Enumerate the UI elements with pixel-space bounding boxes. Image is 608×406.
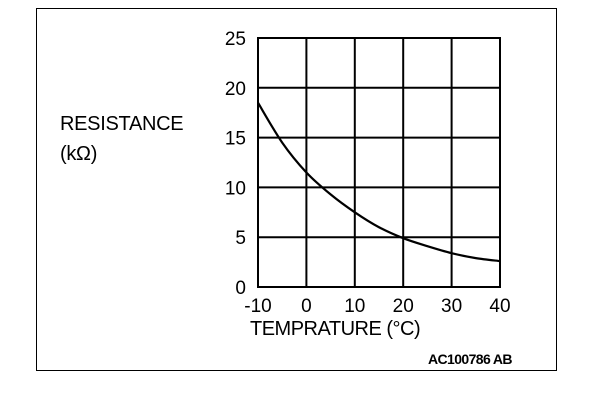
x-tick-label: 0: [301, 296, 312, 317]
y-tick-labels: 0 5 10 15 20 25: [225, 29, 246, 299]
y-tick-label: 25: [225, 29, 246, 50]
x-tick-label: 20: [393, 296, 414, 317]
x-tick-label: -10: [244, 296, 271, 317]
y-axis-label-line-1: RESISTANCE: [60, 113, 184, 135]
figure-frame: [36, 8, 557, 371]
grid-lines: [258, 38, 500, 287]
y-tick-label: 20: [225, 79, 246, 100]
x-axis-label: TEMPRATURE (°C): [250, 318, 421, 340]
figure-code: AC100786 AB: [428, 351, 513, 367]
y-tick-label: 5: [235, 228, 246, 249]
x-tick-labels: -10 0 10 20 30 40: [244, 296, 510, 317]
x-tick-label: 40: [489, 296, 510, 317]
series-line-resistance: [257, 102, 501, 263]
y-tick-label: 0: [235, 278, 246, 299]
y-axis-label-line-2: (kΩ): [60, 143, 98, 165]
y-tick-label: 15: [225, 129, 246, 150]
y-tick-label: 10: [225, 178, 246, 199]
plot-area-border: [257, 37, 501, 288]
x-tick-label: 10: [344, 296, 365, 317]
x-tick-label: 30: [441, 296, 462, 317]
